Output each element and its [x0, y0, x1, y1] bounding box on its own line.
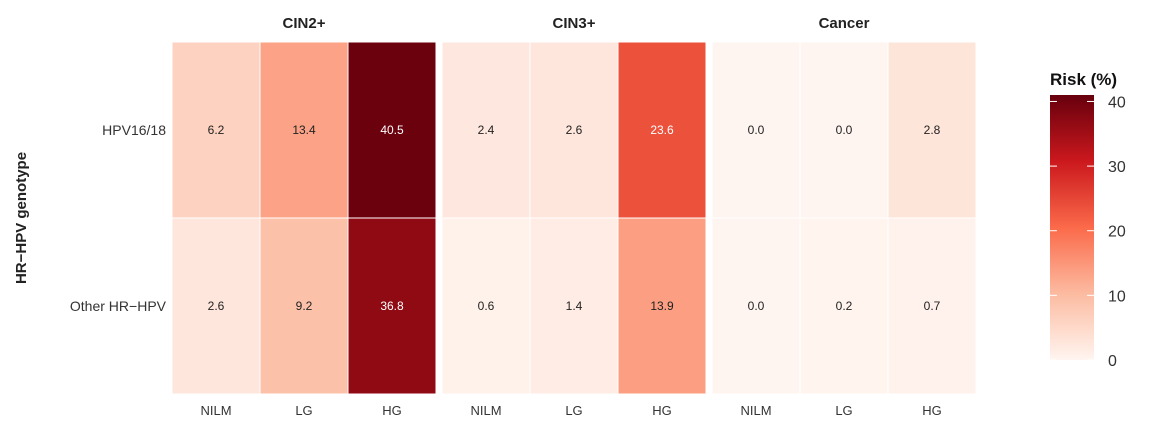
y-axis-title: HR−HPV genotype — [13, 152, 30, 284]
legend-tick-label: 20 — [1108, 224, 1126, 241]
cell-value-label: 13.4 — [292, 123, 316, 137]
heatmap-cell — [711, 217, 801, 395]
cell-value-label: 9.2 — [296, 299, 313, 313]
row-labels: HPV16/18 Other HR−HPV — [70, 122, 167, 314]
row-label: HPV16/18 — [102, 122, 166, 138]
column-label: NILM — [740, 403, 771, 418]
column-label: LG — [295, 403, 312, 418]
heatmap-cell — [347, 41, 437, 219]
heatmap-cell — [259, 41, 349, 219]
heatmap-cell — [441, 217, 531, 395]
facet-cin2-: CIN2+ 6.2 13.4 40.5 2.6 9.2 36.8 NILM LG HG — [171, 15, 437, 418]
heatmap-cell — [711, 41, 801, 219]
legend-ticks: 0 10 20 30 40 — [1050, 94, 1126, 370]
cell-value-label: 0.0 — [748, 123, 765, 137]
cell-value-label: 0.6 — [478, 299, 495, 313]
cell-value-label: 1.4 — [566, 299, 583, 313]
facet-cin3-: CIN3+ 2.4 2.6 23.6 0.6 1.4 13.9 NILM LG HG — [441, 15, 707, 418]
legend-tick-label: 0 — [1108, 353, 1117, 370]
cell-value-label: 2.6 — [208, 299, 225, 313]
cell-value-label: 0.0 — [836, 123, 853, 137]
row-label: Other HR−HPV — [70, 298, 167, 314]
heatmap-cell — [887, 41, 977, 219]
heatmap-cell — [617, 217, 707, 395]
column-label: LG — [565, 403, 582, 418]
heatmap-cell — [529, 41, 619, 219]
cell-value-label: 0.7 — [924, 299, 941, 313]
column-label: HG — [382, 403, 402, 418]
column-label: HG — [652, 403, 672, 418]
facet-title: CIN3+ — [553, 15, 596, 32]
cell-value-label: 36.8 — [380, 299, 404, 313]
facet-title: CIN2+ — [283, 15, 326, 32]
cell-value-label: 2.4 — [478, 123, 495, 137]
column-label: NILM — [470, 403, 501, 418]
cell-value-label: 6.2 — [208, 123, 225, 137]
column-label: HG — [922, 403, 942, 418]
heatmap-cell — [347, 217, 437, 395]
heatmap-facets: CIN2+ 6.2 13.4 40.5 2.6 9.2 36.8 NILM LG HG CIN3+ 2… — [171, 15, 977, 418]
heatmap-cell — [259, 217, 349, 395]
legend-tick-label: 40 — [1108, 94, 1126, 111]
legend-title: Risk (%) — [1050, 70, 1117, 89]
cell-value-label: 0.2 — [836, 299, 853, 313]
legend-tick-label: 10 — [1108, 288, 1126, 305]
legend-colorbar — [1050, 95, 1094, 360]
cell-value-label: 40.5 — [380, 123, 404, 137]
cell-value-label: 0.0 — [748, 299, 765, 313]
column-label: NILM — [200, 403, 231, 418]
facet-cancer: Cancer 0.0 0.0 2.8 0.0 0.2 0.7 NILM LG HG — [711, 15, 977, 418]
cell-value-label: 2.6 — [566, 123, 583, 137]
heatmap-cell — [799, 41, 889, 219]
cell-value-label: 13.9 — [650, 299, 674, 313]
column-label: LG — [835, 403, 852, 418]
heatmap-cell — [171, 41, 261, 219]
legend: Risk (%) 0 10 20 30 40 — [1050, 70, 1126, 370]
heatmap-cell — [171, 217, 261, 395]
cell-value-label: 2.8 — [924, 123, 941, 137]
heatmap-cell — [799, 217, 889, 395]
heatmap-cell — [887, 217, 977, 395]
legend-tick-label: 30 — [1108, 159, 1126, 176]
cell-value-label: 23.6 — [650, 123, 674, 137]
facet-title: Cancer — [819, 15, 870, 32]
